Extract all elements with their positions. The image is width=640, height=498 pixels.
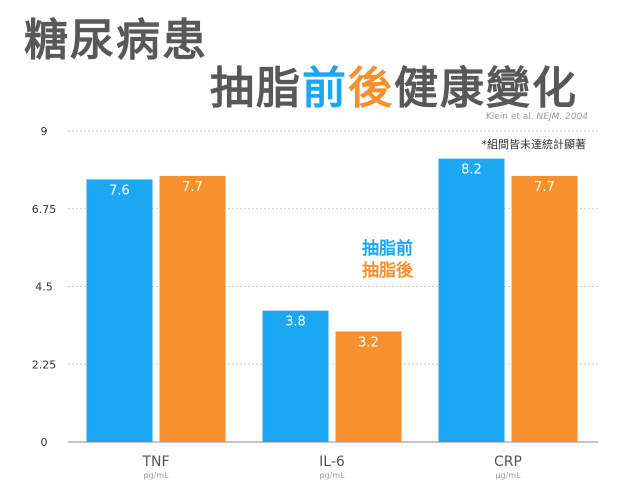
bar-tnf-before	[86, 179, 153, 442]
category-label: TNF	[141, 454, 169, 470]
bar-il6-after	[335, 331, 402, 442]
legend-before: 抽脂前	[362, 239, 413, 259]
citation-journal: NEJM. 2004	[536, 112, 588, 122]
y-tick-label: 2.25	[32, 358, 57, 371]
category-label: IL-6	[319, 454, 345, 470]
y-tick-label: 0	[41, 436, 48, 449]
unit-label: μg/mL	[495, 471, 521, 480]
bar-il6-before	[262, 310, 329, 442]
y-tick-label: 6.75	[32, 203, 57, 216]
chart-title-line2: 抽脂前後健康變化	[210, 52, 578, 116]
data-label: 7.6	[109, 183, 130, 198]
unit-label: pg/mL	[143, 471, 169, 480]
data-label: 3.8	[285, 315, 306, 330]
bar-crp-after	[511, 175, 578, 442]
citation: Klein et al. NEJM. 2004	[486, 112, 588, 122]
category-label: CRP	[494, 454, 522, 470]
chart-title-line1: 糖尿病患	[24, 15, 208, 66]
citation-authors: Klein et al.	[485, 112, 534, 122]
y-tick-label: 4.5	[35, 281, 53, 294]
data-label: 3.2	[358, 335, 379, 350]
bar-crp-before	[438, 158, 505, 442]
y-tick-label: 9	[41, 125, 48, 138]
title-part-health-change: 健康變化	[394, 63, 578, 114]
title-highlight-before: 前	[302, 63, 348, 114]
title-highlight-after: 後	[348, 63, 394, 114]
data-label: 7.7	[182, 180, 203, 195]
significance-note: *組間皆未達統計顯著	[481, 138, 587, 151]
data-label: 7.7	[534, 180, 555, 195]
unit-label: pg/mL	[319, 471, 345, 480]
data-label: 8.2	[461, 163, 482, 178]
chart-legend: 抽脂前 抽脂後	[362, 238, 413, 282]
title-part-liposuction: 抽脂	[210, 63, 302, 114]
bar-tnf-after	[159, 175, 226, 442]
legend-after: 抽脂後	[362, 261, 413, 281]
